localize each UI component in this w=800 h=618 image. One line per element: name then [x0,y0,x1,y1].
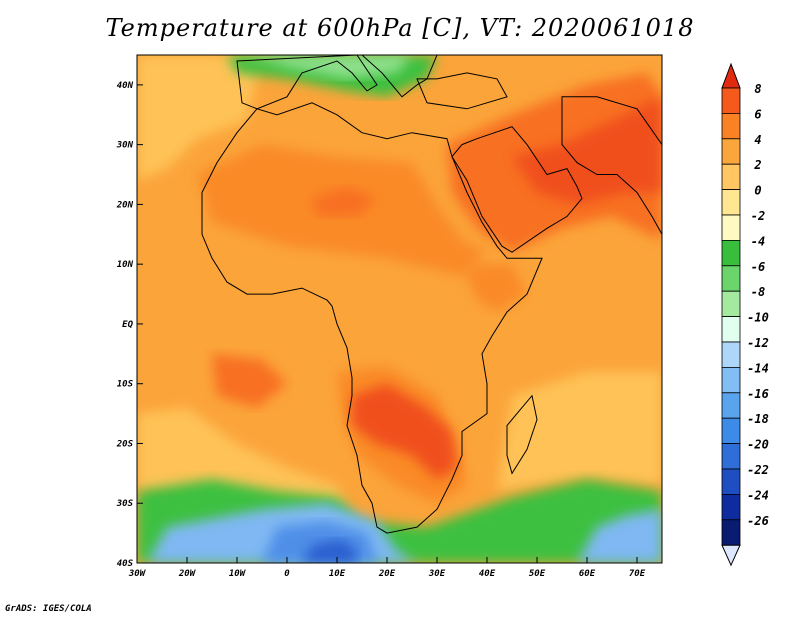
colorbar-label: -4 [751,234,765,248]
temp-region-atlantic-warm-patch [212,353,287,408]
colorbar-swatch [721,87,741,114]
colorbar-swatch [721,443,741,470]
colorbar-label: -8 [751,285,765,299]
temp-region-indian-moderate [497,371,662,492]
colorbar-label: -26 [747,514,769,528]
colorbar-swatch [721,239,741,267]
colorbar-label: -24 [747,488,769,502]
colorbar-swatch [721,113,741,140]
colorbar-swatch [721,265,741,292]
grads-credit: GrADS: IGES/COLA [5,604,92,614]
outline-turkey [416,72,508,110]
outline-south-asia [561,96,662,236]
lat-tick-label: 10N [117,260,134,270]
colorbar-swatch [721,290,741,318]
lon-tick-label: 20W [178,569,197,579]
temp-region-indian-cold [577,509,662,563]
temperature-map: 30W 20W 10W 0 10E 20E 30E 40E 50E 60E 70E 40N 30N 20N… [116,54,769,579]
colorbar-label: 2 [753,158,761,172]
lat-tick-label: 30N [116,141,134,151]
colorbar-swatch [721,417,741,445]
lat-tick-label: 40S [117,559,134,569]
colorbar-label: -18 [747,412,769,426]
temp-region-med-cooler [247,55,412,79]
lat-tick-label: 20N [116,200,134,210]
lon-tick-label: 0 [284,569,290,579]
colorbar-bottom-arrow [721,544,741,567]
colorbar-top-arrow [721,62,741,89]
colorbar-label: -10 [747,311,769,325]
colorbar-swatch [721,519,741,546]
temp-region-arabia-hot [512,96,662,205]
temp-region-sahel-warm [312,186,377,217]
map-title: Temperature at 600hPa [C], VT: 202006101… [105,14,695,42]
lat-tick-label: 20S [116,439,134,449]
outline-arabia [451,126,583,253]
temperature-field [137,55,662,563]
colorbar-swatch [721,366,741,394]
outline-europe [236,55,378,110]
colorbar-swatch [721,341,741,368]
outline-balkans [361,55,438,98]
colorbar-label: -6 [751,260,765,274]
temp-region-southern-africa-hot [352,383,457,480]
outline-madagascar [506,394,538,475]
colorbar-swatch [721,214,741,241]
lon-tick-label: 10W [229,569,247,579]
colorbar-label: -12 [747,336,769,350]
temp-region-s-cold-3 [302,539,357,563]
temp-region-n-atlantic-moderate [137,55,262,181]
lon-tick-label: 20E [378,569,396,579]
lat-tick-label: 40N [117,81,134,91]
colorbar-swatch [721,493,741,521]
colorbar-label: 0 [754,184,761,198]
lon-tick-label: 60E [579,569,596,579]
colorbar-label: 6 [754,107,761,121]
colorbar-swatch [721,138,741,165]
colorbar-label: -16 [747,387,769,401]
colorbar-label: 4 [754,133,761,147]
map-frame [136,54,663,564]
axis-ticks: 30W 20W 10W 0 10E 20E 30E 40E 50E 60E 70E 40N 30N 20N… [116,81,646,579]
colorbar-label: -22 [747,463,769,477]
lon-tick-label: 40E [479,569,496,579]
colorbar-swatch [721,316,741,343]
lat-tick-label: 30S [116,499,134,509]
colorbar-swatch [721,189,741,216]
lon-tick-label: 10E [329,569,346,579]
outline-coastline [201,102,543,534]
lat-tick-label: EQ [122,320,133,330]
colorbar-label: 8 [754,82,761,96]
lon-tick-label: 30W [128,569,147,579]
colorbar-swatch [721,468,741,495]
colorbar-label: -14 [747,361,769,375]
colorbar-swatch [721,392,741,419]
colorbar-swatch [721,163,741,190]
lat-tick-label: 10S [117,380,134,390]
temp-region-east-africa-warm [462,264,527,312]
lon-tick-label: 70E [629,569,646,579]
lon-tick-label: 50E [529,569,546,579]
lon-tick-label: 30E [428,569,446,579]
colorbar: 8 6 4 2 0 -2 -4 -6 -8 -10 -12 -14 -16 -18 -20 -22 -24 -26 [721,62,769,567]
coastlines [201,55,662,534]
colorbar-label: -20 [747,438,769,452]
colorbar-label: -2 [751,209,765,223]
